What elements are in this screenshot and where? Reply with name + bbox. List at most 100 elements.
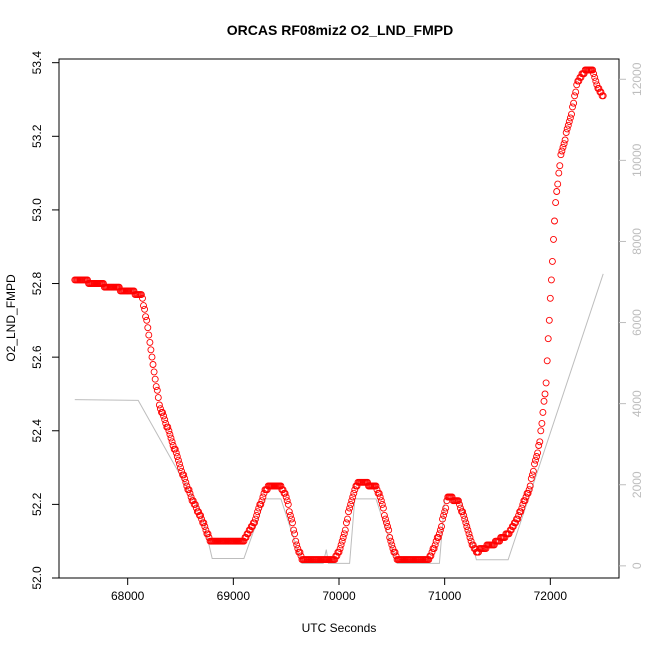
data-point [383, 519, 390, 527]
data-point [373, 486, 381, 494]
data-point [201, 523, 209, 530]
data-point [142, 313, 150, 321]
data-point [347, 500, 355, 508]
y-tick-label: 53.2 [30, 124, 44, 148]
data-point [439, 515, 446, 523]
data-point [150, 368, 158, 376]
y-axis: 52.0 52.2 52.4 52.6 52.8 53.0 53.2 53.4 [30, 51, 59, 590]
data-point [379, 504, 387, 512]
data-point [152, 383, 160, 391]
data-point [442, 504, 450, 512]
y-tick-label: 52.0 [30, 566, 44, 590]
data-point [558, 147, 566, 155]
x-axis-label: UTC Seconds [302, 621, 377, 635]
data-point [391, 548, 399, 556]
data-point [561, 136, 569, 144]
data-point [173, 453, 181, 460]
data-point [285, 508, 293, 516]
data-point [286, 511, 294, 519]
data-point [341, 526, 349, 534]
data-point [564, 121, 572, 129]
data-point [385, 526, 393, 534]
data-point [143, 316, 151, 324]
data-point [202, 526, 210, 534]
data-point [192, 504, 200, 512]
data-point [465, 530, 473, 538]
data-point [430, 545, 438, 553]
data-point [195, 508, 202, 516]
data-point [589, 66, 597, 74]
data-point [533, 453, 541, 460]
data-point [294, 545, 302, 553]
data-point [566, 114, 574, 122]
data-point [440, 511, 448, 519]
y2-tick-label: 8000 [630, 228, 644, 255]
data-point [169, 442, 177, 449]
data-point [244, 530, 252, 538]
data-point [538, 419, 546, 427]
data-point [512, 519, 519, 527]
data-point [539, 408, 547, 416]
data-point [517, 508, 525, 516]
data-point [592, 77, 600, 85]
data-point [460, 511, 468, 519]
data-point [599, 92, 607, 100]
data-point [336, 545, 344, 553]
data-point [144, 324, 152, 332]
data-point [462, 519, 470, 527]
data-point [469, 541, 477, 549]
secondary-series [74, 273, 604, 564]
y-axis-label: O2_LND_FMPD [4, 274, 18, 362]
data-point [543, 357, 551, 365]
data-point [257, 500, 265, 508]
data-point [571, 92, 579, 100]
data-point [342, 519, 350, 527]
data-point [434, 534, 442, 541]
data-point [281, 489, 289, 497]
data-point [527, 475, 535, 483]
primary-series [71, 66, 607, 564]
data-point [186, 489, 194, 497]
data-point [289, 519, 296, 527]
data-point [548, 257, 556, 265]
data-point [181, 475, 189, 483]
data-point [290, 526, 298, 534]
data-point [545, 316, 553, 324]
data-point [519, 500, 527, 508]
data-point [351, 486, 359, 494]
data-point [457, 504, 464, 512]
data-point [145, 331, 153, 339]
data-point [183, 482, 191, 490]
data-point [425, 556, 433, 564]
data-point [570, 99, 578, 107]
data-point [254, 508, 262, 516]
data-point [537, 427, 545, 435]
chart-title: ORCAS RF08miz2 O2_LND_FMPD [227, 22, 453, 38]
data-point [240, 537, 248, 545]
data-point [168, 438, 176, 446]
data-point [435, 530, 443, 538]
data-point [279, 486, 287, 494]
data-point [515, 511, 523, 519]
x-tick-label: 68000 [111, 589, 145, 603]
data-point [524, 489, 532, 497]
data-point [427, 552, 435, 560]
data-point [255, 504, 263, 512]
data-point [375, 489, 383, 497]
data-point [167, 434, 175, 442]
data-point [349, 493, 357, 501]
data-point [553, 188, 561, 195]
data-point [557, 151, 565, 159]
data-point [139, 294, 146, 302]
data-point [252, 515, 259, 523]
data-point [348, 497, 356, 505]
data-point [438, 523, 445, 530]
data-point [140, 302, 147, 310]
y2-axis: 0 2000 4000 6000 8000 10000 12000 [619, 62, 644, 569]
data-point [555, 169, 563, 177]
data-point [296, 548, 304, 556]
data-point [597, 88, 605, 96]
data-point [461, 515, 469, 523]
data-point [180, 471, 188, 479]
data-point [331, 556, 339, 564]
